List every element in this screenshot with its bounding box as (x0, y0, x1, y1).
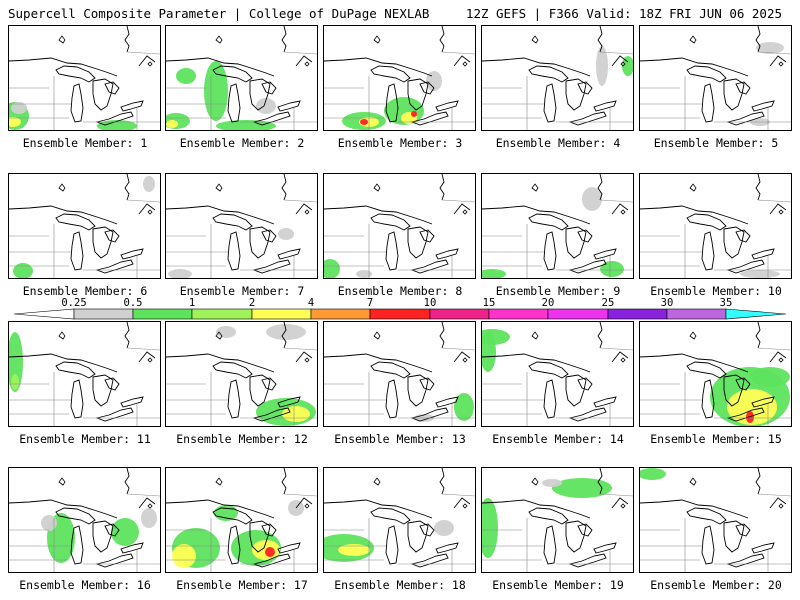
member-label-8: Ensemble Member: 8 (337, 284, 463, 298)
member-label-2: Ensemble Member: 2 (179, 136, 305, 150)
colorbar-tick-5: 4 (307, 297, 315, 309)
member-map-16 (8, 467, 161, 573)
colorbar (14, 308, 786, 320)
member-label-17: Ensemble Member: 17 (176, 578, 308, 592)
member-label-16: Ensemble Member: 16 (19, 578, 151, 592)
colorbar-bin-4 (251, 308, 312, 320)
member-map-9 (481, 173, 634, 279)
colorbar-bin-12 (725, 308, 786, 320)
colorbar-tick-10: 25 (601, 297, 615, 309)
member-label-12: Ensemble Member: 12 (176, 432, 308, 446)
colorbar-tick-12: 35 (719, 297, 733, 309)
member-map-17 (165, 467, 318, 573)
member-map-14 (481, 321, 634, 427)
colorbar-tick-8: 15 (482, 297, 496, 309)
member-label-10: Ensemble Member: 10 (650, 284, 782, 298)
colorbar-bin-7 (429, 308, 490, 320)
member-map-12 (165, 321, 318, 427)
member-label-19: Ensemble Member: 19 (492, 578, 624, 592)
colorbar-tick-2: 0.5 (123, 297, 143, 309)
member-map-8 (323, 173, 476, 279)
colorbar-tick-3: 1 (188, 297, 196, 309)
member-label-13: Ensemble Member: 13 (334, 432, 466, 446)
member-label-9: Ensemble Member: 9 (495, 284, 621, 298)
member-map-19 (481, 467, 634, 573)
member-map-20 (639, 467, 792, 573)
member-map-2 (165, 25, 318, 131)
member-map-7 (165, 173, 318, 279)
colorbar-bin-5 (310, 308, 371, 320)
colorbar-bin-10 (607, 308, 668, 320)
member-label-7: Ensemble Member: 7 (179, 284, 305, 298)
member-label-14: Ensemble Member: 14 (492, 432, 624, 446)
member-label-5: Ensemble Member: 5 (653, 136, 779, 150)
member-map-18 (323, 467, 476, 573)
colorbar-tick-6: 7 (366, 297, 374, 309)
colorbar-bin-3 (191, 308, 253, 320)
product-title: Supercell Composite Parameter | College … (8, 6, 430, 21)
colorbar-tick-7: 10 (423, 297, 437, 309)
colorbar-tick-1: 0.25 (61, 297, 87, 309)
member-label-6: Ensemble Member: 6 (22, 284, 148, 298)
member-map-13 (323, 321, 476, 427)
member-label-18: Ensemble Member: 18 (334, 578, 466, 592)
member-label-4: Ensemble Member: 4 (495, 136, 621, 150)
colorbar-bin-11 (666, 308, 727, 320)
member-map-11 (8, 321, 161, 427)
member-map-1 (8, 25, 161, 131)
member-label-11: Ensemble Member: 11 (19, 432, 151, 446)
member-map-4 (481, 25, 634, 131)
colorbar-bin-8 (488, 308, 549, 320)
member-label-1: Ensemble Member: 1 (22, 136, 148, 150)
colorbar-bin-9 (547, 308, 609, 320)
member-map-3 (323, 25, 476, 131)
colorbar-tick-11: 30 (660, 297, 674, 309)
colorbar-bin-1 (73, 308, 134, 320)
colorbar-tick-9: 20 (541, 297, 555, 309)
member-label-15: Ensemble Member: 15 (650, 432, 782, 446)
colorbar-bin-6 (369, 308, 431, 320)
run-valid-time: 12Z GEFS | F366 Valid: 18Z FRI JUN 06 20… (465, 6, 782, 21)
colorbar-tick-4: 2 (248, 297, 256, 309)
member-label-20: Ensemble Member: 20 (650, 578, 782, 592)
member-map-6 (8, 173, 161, 279)
colorbar-bin-2 (132, 308, 193, 320)
member-map-10 (639, 173, 792, 279)
member-label-3: Ensemble Member: 3 (337, 136, 463, 150)
member-map-15 (639, 321, 792, 427)
member-map-5 (639, 25, 792, 131)
